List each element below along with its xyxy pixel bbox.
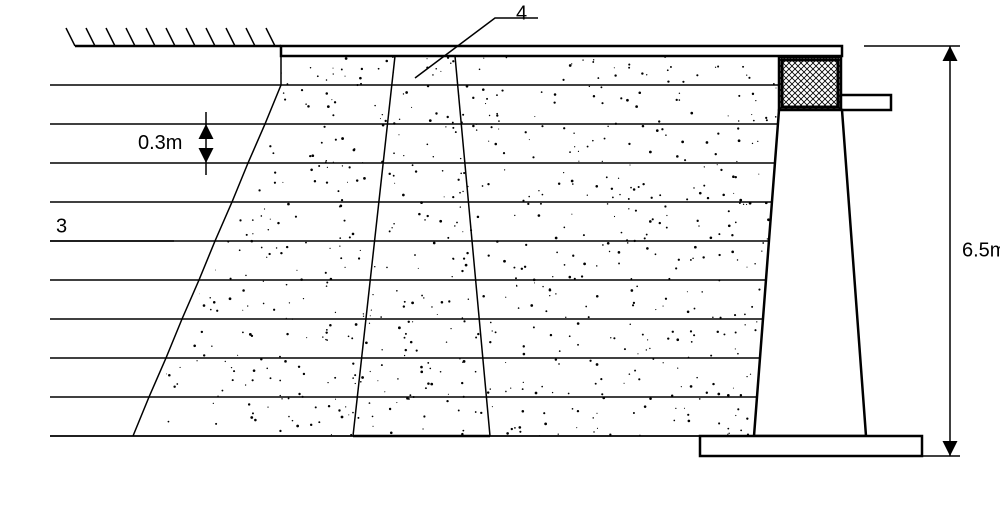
svg-text:3: 3 [56,215,67,237]
svg-text:6.5m: 6.5m [962,239,1000,261]
svg-text:0.3m: 0.3m [138,132,182,154]
svg-text:4: 4 [516,2,527,24]
